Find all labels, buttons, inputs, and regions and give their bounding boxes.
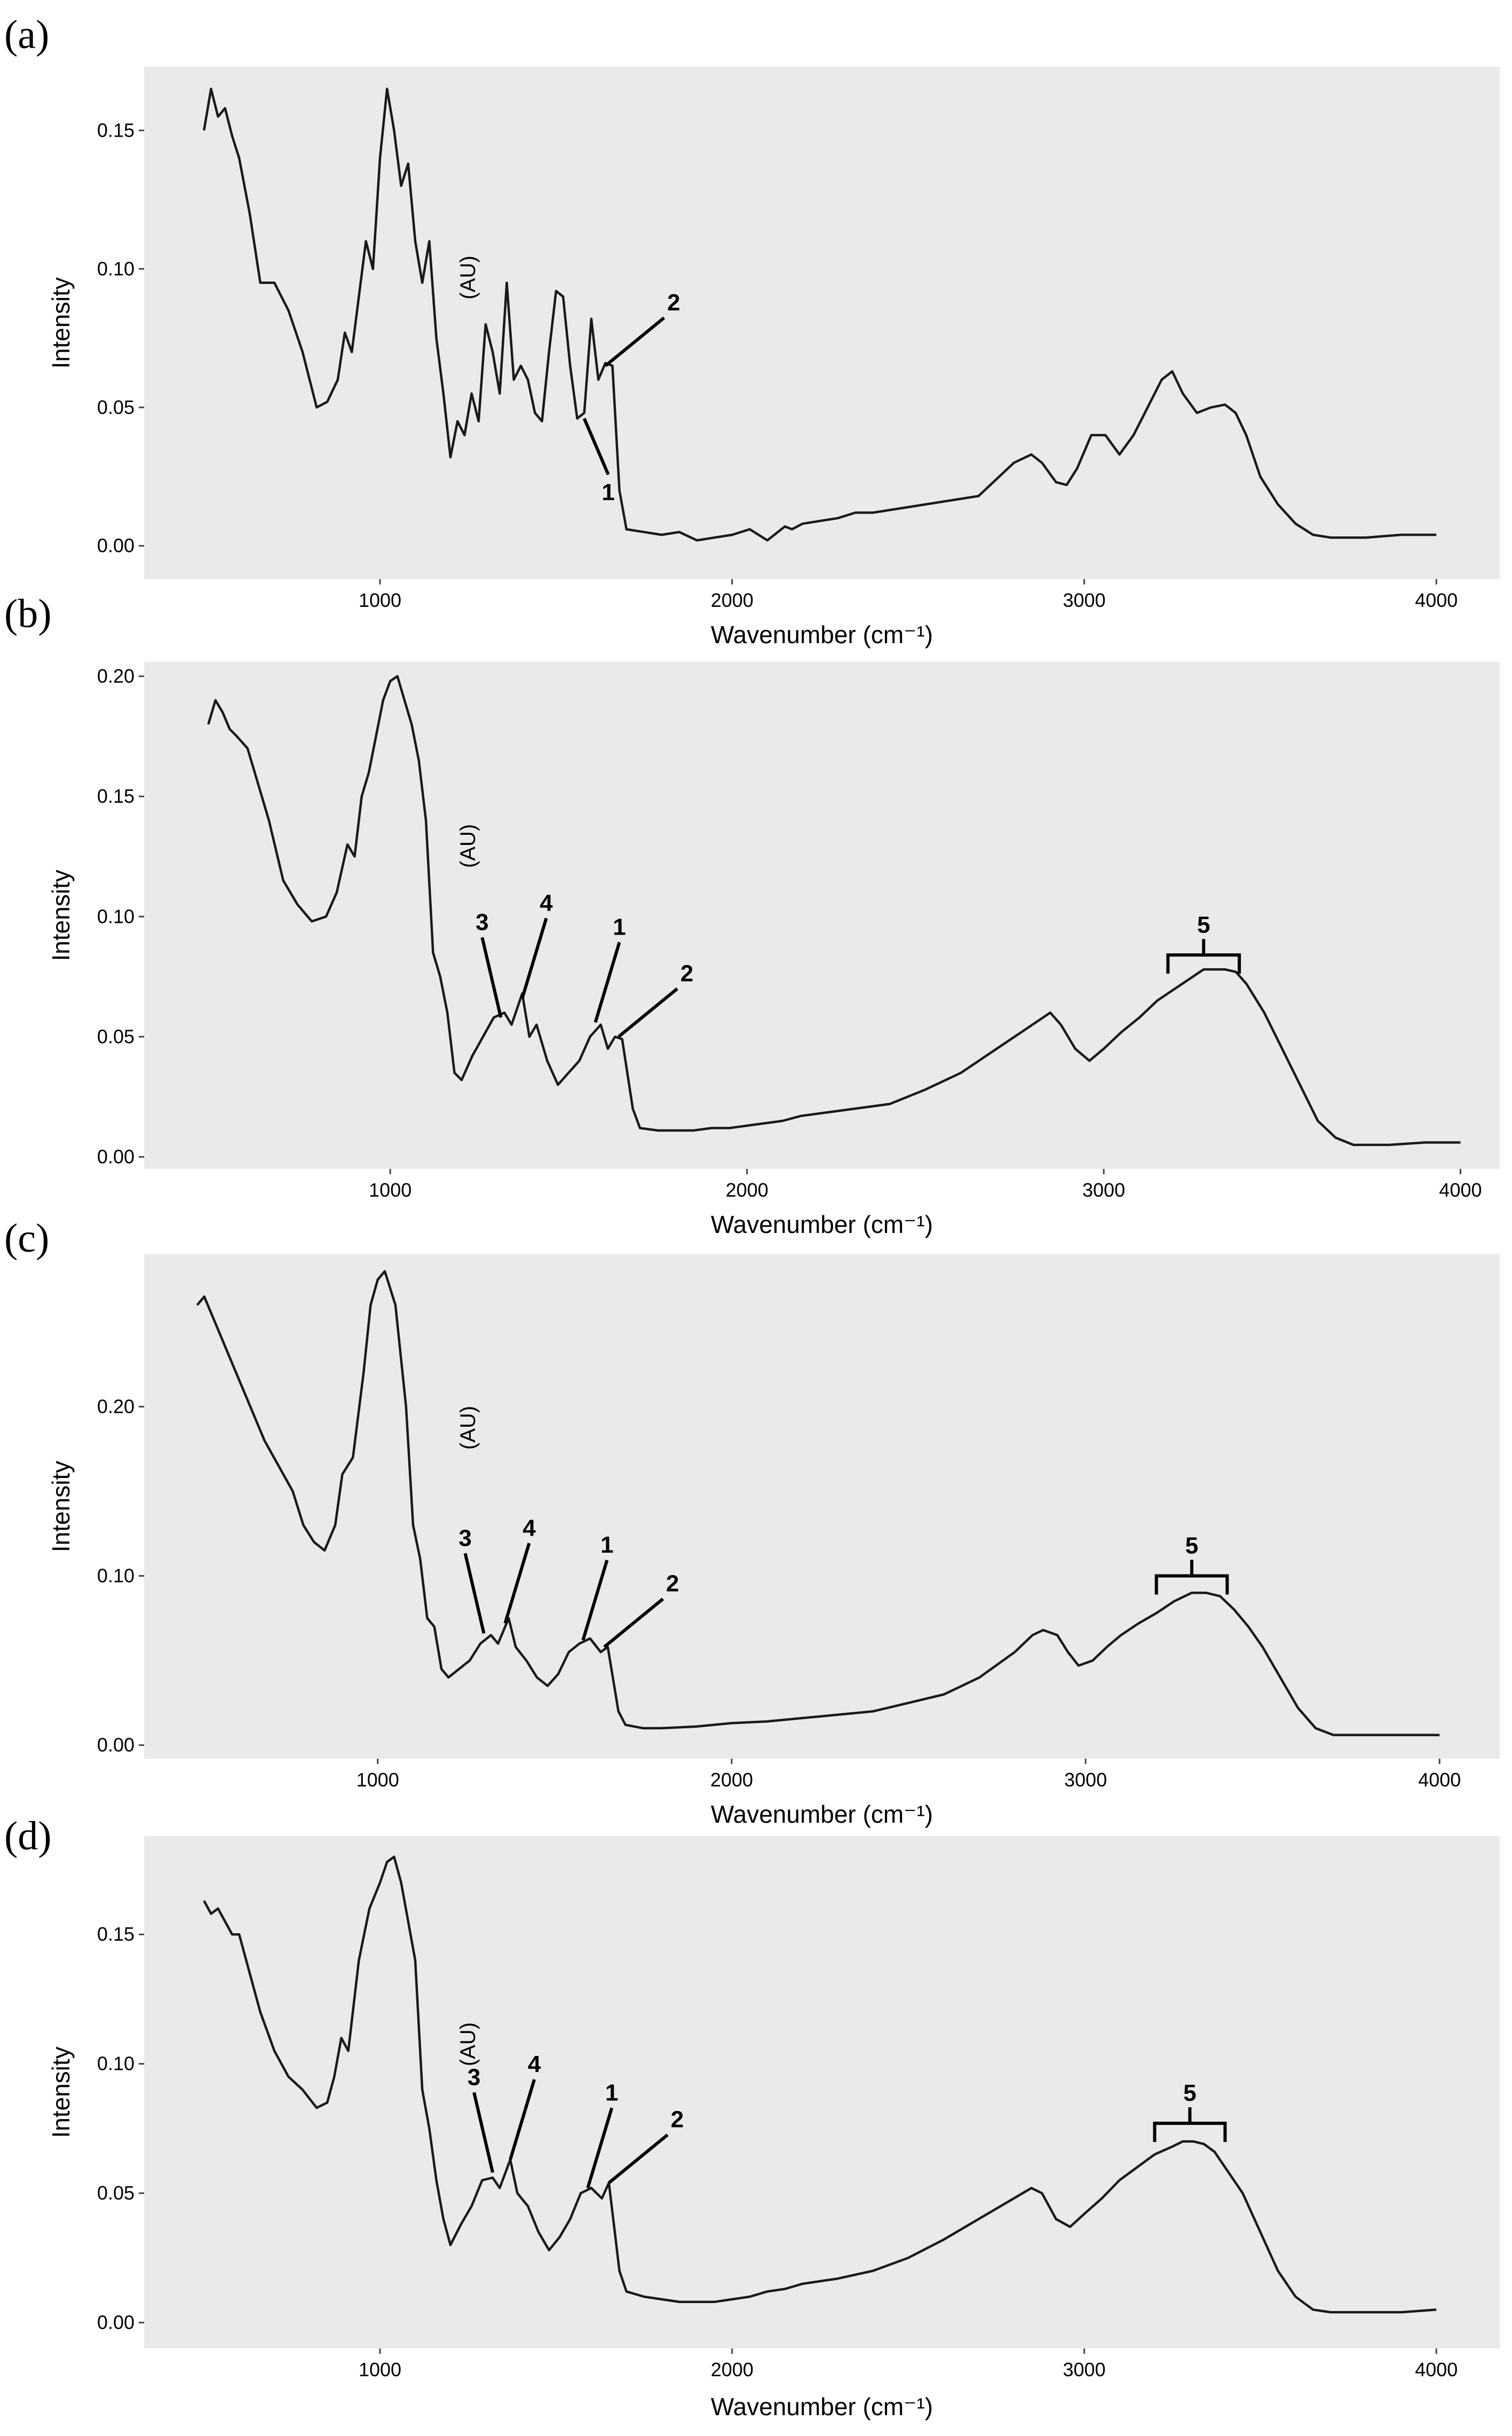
peak-label: 4	[540, 890, 553, 916]
x-axis-title: Wavenumber (cm⁻¹)	[711, 2393, 933, 2421]
x-tick-label: 1000	[359, 589, 401, 611]
x-tick-label: 4000	[1415, 589, 1458, 611]
annotation-leader	[603, 1597, 664, 1649]
spectrum-line	[196, 1270, 1440, 1736]
panel-a: (a) 0.00 0.05 0.10 0.15 1000 2000 3000 4000 Waven…	[4, 12, 1500, 648]
y-tick-label: 0.05	[97, 396, 134, 418]
peak-label: 2	[680, 960, 693, 986]
unit-label: (AU)	[456, 824, 480, 868]
annotation-leader	[480, 937, 503, 1018]
unit-label: (AU)	[456, 256, 480, 299]
annotation-leader	[593, 942, 621, 1023]
x-tick-label: 1000	[357, 1769, 399, 1791]
y-tick-label: 0.15	[97, 119, 134, 141]
y-axis-title: Intensity	[47, 2046, 75, 2138]
plot-area	[144, 662, 1500, 1169]
x-tick-label: 3000	[1064, 1769, 1107, 1791]
x-tick-label: 1000	[359, 2359, 401, 2380]
panel-c: (c) 0.00 0.10 0.20 1000 2000 3000 4000 Wavenumbe…	[4, 1216, 1500, 1828]
peak-label: 2	[671, 2107, 684, 2133]
panel-label: (c)	[4, 1216, 49, 1261]
peak-label: 3	[476, 909, 488, 935]
annotation-leader	[581, 1560, 609, 1641]
band-bracket	[1166, 939, 1241, 974]
y-tick-label: 0.10	[97, 258, 134, 280]
band-bracket	[1154, 1560, 1229, 1595]
peak-label: 1	[600, 1532, 613, 1558]
y-tick-label: 0.20	[97, 1395, 134, 1417]
y-axis-title: Intensity	[47, 869, 75, 961]
band-bracket	[1153, 2107, 1227, 2142]
annotation-leader	[509, 2079, 536, 2160]
band-label: 5	[1183, 2080, 1196, 2106]
peak-label: 2	[667, 289, 680, 315]
x-tick-label: 4000	[1418, 1769, 1461, 1791]
y-tick-label: 0.00	[97, 2312, 134, 2334]
x-tick-label: 3000	[1063, 2359, 1105, 2380]
unit-label: (AU)	[456, 1406, 480, 1450]
y-tick-label: 0.05	[97, 2182, 134, 2204]
y-tick-label: 0.10	[97, 905, 134, 927]
x-tick-label: 4000	[1415, 2359, 1458, 2380]
panel-label: (a)	[4, 12, 49, 57]
annotation-leader	[618, 987, 678, 1038]
peak-label: 4	[523, 1515, 536, 1541]
x-tick-label: 3000	[1082, 1179, 1125, 1201]
x-tick-label: 4000	[1439, 1179, 1482, 1201]
annotation-leader	[463, 1553, 486, 1634]
y-tick-label: 0.10	[97, 1565, 134, 1587]
y-axis-title: Intensity	[47, 277, 75, 368]
plot-area	[144, 67, 1500, 579]
x-tick-label: 2000	[711, 589, 754, 611]
peak-label: 1	[605, 2079, 618, 2106]
y-tick-label: 0.10	[97, 2053, 134, 2075]
peak-label: 1	[601, 479, 614, 505]
band-label: 5	[1185, 1533, 1198, 1559]
spectrum-line	[202, 88, 1437, 542]
y-tick-label: 0.20	[97, 665, 134, 687]
x-tick-label: 2000	[710, 1769, 753, 1791]
x-axis-title: Wavenumber (cm⁻¹)	[711, 1800, 933, 1828]
x-tick-label: 1000	[369, 1179, 411, 1201]
y-tick-label: 0.00	[97, 535, 134, 557]
panel-d: (d) 0.00 0.05 0.10 0.15 1000 2000 3000 4000 Waven…	[4, 1814, 1500, 2421]
peak-label: 3	[468, 2064, 480, 2090]
x-tick-label: 2000	[711, 2359, 754, 2380]
plot-area	[144, 1836, 1500, 2348]
x-tick-label: 3000	[1063, 589, 1105, 611]
annotation-leader	[604, 317, 666, 367]
peak-label: 1	[613, 914, 626, 940]
x-axis-title: Wavenumber (cm⁻¹)	[711, 1211, 933, 1238]
panel-label: (b)	[4, 591, 52, 636]
annotation-leader	[472, 2092, 495, 2173]
panel-b: (b) 0.00 0.05 0.10 0.15 0.20 1000 2000 3000 4000 W…	[4, 591, 1500, 1238]
unit-label: (AU)	[456, 2022, 480, 2066]
x-axis-title: Wavenumber (cm⁻¹)	[711, 621, 933, 648]
y-tick-label: 0.15	[97, 785, 134, 807]
annotation-leader	[520, 918, 548, 999]
annotation-leader	[503, 1543, 531, 1624]
band-label: 5	[1197, 912, 1210, 938]
peak-label: 2	[666, 1571, 679, 1597]
annotation-leader	[607, 2133, 669, 2185]
x-tick-label: 2000	[726, 1179, 769, 1201]
y-axis-title: Intensity	[47, 1461, 75, 1552]
spectrum-line	[207, 675, 1461, 1146]
spectrum-line	[203, 1855, 1437, 2314]
plot-area	[144, 1254, 1500, 1759]
annotation-leader	[582, 417, 610, 476]
peak-label: 3	[458, 1525, 471, 1551]
peak-label: 4	[528, 2051, 541, 2077]
y-tick-label: 0.15	[97, 1923, 134, 1945]
y-tick-label: 0.05	[97, 1025, 134, 1047]
annotation-leader	[586, 2107, 614, 2189]
y-tick-label: 0.00	[97, 1145, 134, 1167]
panel-label: (d)	[4, 1814, 52, 1858]
y-tick-label: 0.00	[97, 1734, 134, 1756]
